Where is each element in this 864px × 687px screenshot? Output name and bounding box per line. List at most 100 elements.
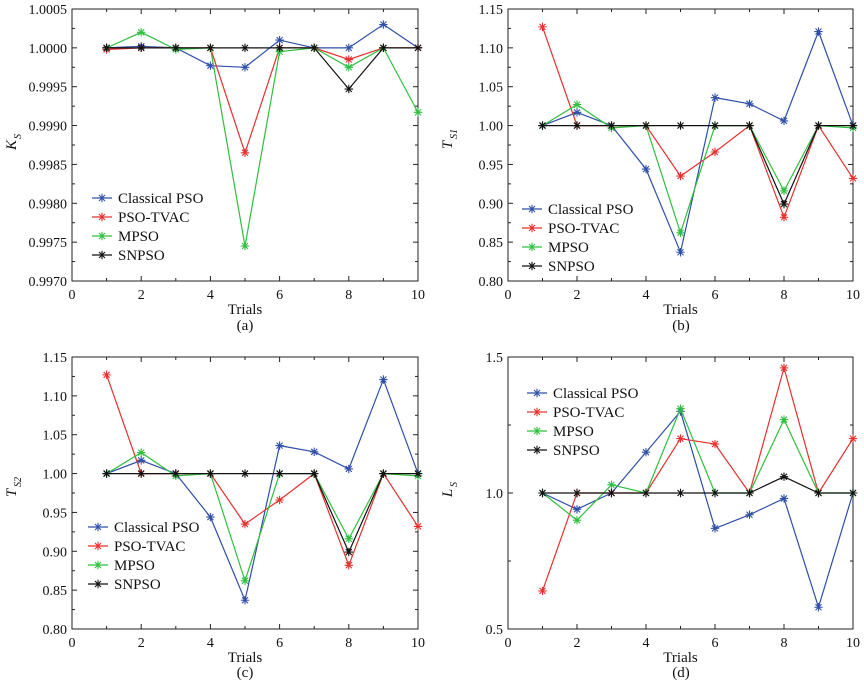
x-tick-label: 10 [846,636,860,651]
data-point [275,35,284,45]
data-point [206,61,215,70]
y-axis-title: TS1 [440,129,460,149]
data-point [344,43,353,53]
x-tick-label: 4 [207,288,214,303]
series-mpso [538,404,858,525]
x-tick-label: 0 [505,636,512,651]
legend-marker [93,522,103,532]
data-point [240,241,250,251]
y-tick-label: 0.95 [43,506,68,521]
series-line [542,103,854,235]
series-pso-tvac [538,22,858,222]
legend-item: PSO-TVAC [527,405,624,421]
data-point [710,121,720,130]
data-point [814,603,823,612]
series-line [106,451,419,583]
x-tick-label: 4 [643,288,650,303]
series-line [106,374,419,567]
legend-item: SNPSO [527,443,600,459]
data-point [641,488,651,498]
legend-label: PSO-TVAC [553,405,624,421]
data-point [413,108,423,117]
data-point [137,448,146,457]
data-point [676,228,685,238]
legend-item: MPSO [522,240,589,256]
data-point [779,494,789,503]
x-tick-label: 2 [138,288,145,303]
legend-item: SNPSO [522,259,595,275]
y-tick-label: 1.5 [486,351,504,366]
data-point [137,456,146,465]
data-point [607,480,616,490]
series-line [542,29,854,255]
legend-label: MPSO [553,424,594,440]
data-point [710,524,720,533]
data-point [572,505,582,514]
data-point [745,510,754,519]
y-tick-label: 1.15 [43,351,68,366]
legend-label: PSO-TVAC [118,210,189,226]
data-point [710,439,720,449]
legend-label: SNPSO [118,248,165,264]
data-point [137,43,146,53]
x-axis-title: Trials [228,650,263,666]
chart-panel-2: 0 2 4 6 8 10 0.80 0.85 0.90 0.95 1.00 1.05 1.10 1.15 T… [440,3,860,334]
series-classical-pso [538,27,858,257]
data-point [848,174,858,183]
data-point [710,488,720,498]
y-axis-title: TS2 [4,477,24,497]
legend-label: SNPSO [553,443,600,459]
data-point [779,363,789,373]
data-point [344,561,353,570]
data-point [641,164,651,174]
y-tick-label: 0.9975 [29,236,68,251]
legend-item: Classical PSO [88,520,200,536]
x-tick-label: 2 [574,288,581,303]
data-point [413,43,423,53]
x-tick-label: 6 [276,636,283,651]
legend-label: Classical PSO [548,202,634,218]
legend-label: MPSO [114,558,155,574]
y-tick-label: 0.9985 [29,158,68,173]
legend-item: SNPSO [88,577,161,593]
y-axis-title: KS [4,134,24,151]
data-point [275,441,284,450]
data-point [814,27,823,36]
series-line [542,407,853,522]
series-line [106,47,418,90]
data-point [344,55,353,64]
data-point [275,469,284,478]
data-point [206,512,215,522]
panel-caption: (b) [672,318,690,334]
x-tick-label: 10 [411,636,425,651]
series-classical-pso [102,20,423,72]
legend-marker [93,541,103,551]
x-tick-label: 6 [712,636,719,651]
data-point [240,596,250,605]
data-point [572,121,582,130]
y-tick-label: 0.9990 [29,120,68,135]
data-point [413,522,423,531]
data-point [344,547,353,557]
legend-marker [93,560,103,570]
y-tick-label: 0.80 [479,275,504,290]
data-point [779,415,789,424]
x-tick-label: 10 [411,288,425,303]
data-point [538,586,547,596]
data-point [171,43,180,53]
x-tick-label: 6 [712,288,719,303]
data-point [102,469,111,478]
y-tick-label: 1.05 [43,429,68,444]
legend-label: MPSO [548,240,589,256]
series-pso-tvac [102,43,423,157]
y-axis-title-subscript: S [13,134,24,139]
data-point [240,519,250,529]
data-point [676,248,685,257]
legend-item: PSO-TVAC [92,210,189,226]
y-tick-label: 1.10 [43,390,68,405]
data-point [676,121,685,130]
series-line [541,26,854,220]
x-tick-label: 8 [345,636,352,651]
chart-panel-3: 0 2 4 6 8 10 0.80 0.85 0.90 0.95 1.00 1.05 1.10 1.15 T… [4,351,425,681]
data-point [641,448,651,457]
